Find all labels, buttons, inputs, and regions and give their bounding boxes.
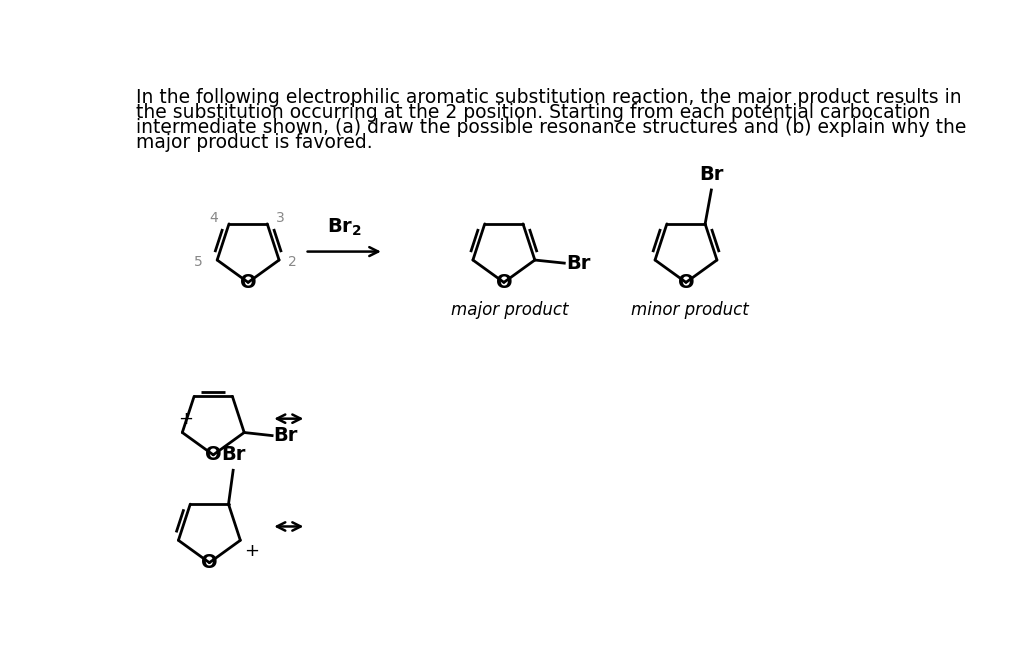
Text: minor product: minor product — [631, 301, 749, 319]
Text: 2: 2 — [288, 255, 297, 269]
Text: 3: 3 — [276, 211, 285, 224]
Text: Br: Br — [699, 165, 724, 184]
Text: O: O — [240, 273, 256, 292]
Text: intermediate shown, (a) draw the possible resonance structures and (b) explain w: intermediate shown, (a) draw the possibl… — [136, 118, 966, 137]
Text: Br: Br — [566, 253, 590, 273]
Text: O: O — [678, 273, 694, 292]
Text: 5: 5 — [195, 255, 203, 269]
Text: Br: Br — [221, 445, 246, 464]
Text: O: O — [201, 553, 218, 572]
Text: major product: major product — [452, 301, 568, 319]
Text: In the following electrophilic aromatic substitution reaction, the major product: In the following electrophilic aromatic … — [136, 88, 962, 108]
Text: O: O — [496, 273, 512, 292]
Text: +: + — [244, 542, 259, 560]
Text: 4: 4 — [209, 211, 218, 224]
Text: the substitution occurring at the 2 position. Starting from each potential carbo: the substitution occurring at the 2 posi… — [136, 103, 930, 122]
Text: $\mathbf{Br_2}$: $\mathbf{Br_2}$ — [327, 217, 361, 239]
Text: +: + — [178, 411, 193, 429]
Text: Br: Br — [273, 426, 298, 445]
Text: major product is favored.: major product is favored. — [136, 133, 373, 153]
Text: O: O — [205, 446, 221, 464]
